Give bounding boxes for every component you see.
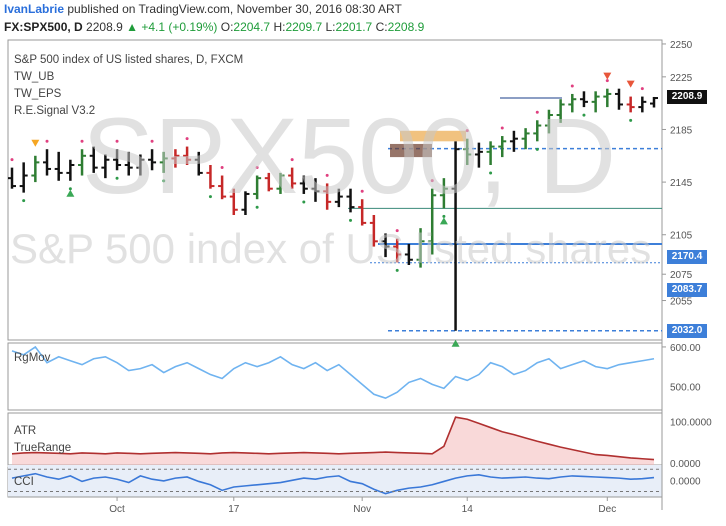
pane-frame-1 — [7, 342, 663, 411]
publish-info: published on TradingView.com, November 3… — [67, 2, 402, 16]
legend-indicator-re-signal[interactable]: R.E.Signal V3.2 — [14, 105, 96, 117]
signal-dot — [395, 229, 399, 233]
signal-dot — [360, 189, 364, 193]
down-triangle-icon — [603, 72, 612, 80]
level-tag-2170: 2170.4 — [667, 250, 707, 264]
signal-dot — [535, 147, 539, 151]
signal-dot — [115, 139, 119, 143]
signal-dot — [349, 218, 353, 222]
author-link[interactable]: IvanLabrie — [4, 2, 65, 16]
legend-indicator-tw-ub[interactable]: TW_UB — [14, 71, 55, 83]
signal-dot — [325, 173, 329, 177]
price-tick-label-5: 2075 — [670, 270, 693, 281]
signal-dot — [208, 195, 212, 199]
open-value: 2204.7 — [233, 20, 271, 34]
high-value: 2209.7 — [285, 20, 323, 34]
level-tag-2032: 2032.0 — [667, 324, 707, 338]
change-value: +4.1 (+0.19%) — [141, 20, 218, 34]
signal-dot — [10, 158, 14, 162]
rgmov-label[interactable]: RgMov — [14, 352, 51, 364]
zone-box-dark — [390, 143, 432, 158]
open-label: O: — [220, 20, 234, 34]
rgmov-tick-label-0: 600.00 — [670, 343, 701, 354]
rgmov-tick-label-1: 500.00 — [670, 382, 701, 393]
time-tick-label-4: Dec — [598, 504, 616, 515]
low-value: 2201.7 — [335, 20, 373, 34]
cci-tick-label-0: 0.0000 — [670, 476, 701, 487]
signal-dot — [500, 126, 504, 130]
low-label: L: — [325, 20, 336, 34]
time-tick-label-0: Oct — [109, 504, 125, 515]
signal-dot — [395, 268, 399, 272]
signal-dot — [80, 139, 84, 143]
signal-dot — [150, 139, 154, 143]
signal-dot — [430, 179, 434, 183]
down-triangle-icon — [626, 80, 635, 88]
signal-dot — [185, 137, 189, 141]
price-tick-label-6: 2055 — [670, 297, 693, 308]
up-triangle-icon — [66, 189, 75, 197]
last-price: 2208.9 — [86, 20, 123, 34]
signal-dot — [290, 158, 294, 162]
price-tick-label-1: 2225 — [670, 73, 693, 84]
close-value: 2208.9 — [387, 20, 425, 34]
signal-dot — [442, 214, 446, 218]
price-tick-label-0: 2250 — [670, 40, 693, 51]
signal-dot — [570, 84, 574, 88]
legend-indicator-tw-eps[interactable]: TW_EPS — [14, 88, 62, 100]
signal-dot — [535, 110, 539, 114]
zone-box-orange — [400, 130, 466, 142]
time-tick-label-3: 14 — [462, 504, 474, 515]
signal-dot — [255, 166, 259, 170]
signal-dot — [640, 87, 644, 91]
legend-title[interactable]: S&P 500 index of US listed shares, D, FX… — [14, 54, 244, 66]
watermark-symbol: SPX500, D — [82, 95, 617, 216]
cci-band — [8, 465, 662, 497]
signal-dot — [68, 187, 72, 191]
signal-dot — [302, 200, 306, 204]
atr-label[interactable]: ATR — [14, 425, 37, 437]
signal-dot — [465, 129, 469, 133]
symbol-label[interactable]: FX:SPX500, D — [4, 20, 83, 34]
rgmov-line — [11, 345, 655, 400]
level-tag-2083: 2083.7 — [667, 283, 707, 297]
high-label: H: — [273, 20, 286, 34]
up-triangle-icon: ▲ — [126, 20, 138, 34]
last-price-tag: 2208.9 — [667, 90, 707, 104]
signal-dot — [22, 199, 26, 203]
cci-line — [11, 472, 655, 495]
signal-dot — [629, 118, 633, 122]
signal-dot — [220, 166, 224, 170]
signal-dot — [115, 176, 119, 180]
watermark-name: S&P 500 index of US listed shares — [10, 225, 652, 272]
time-tick-label-1: 17 — [228, 504, 240, 515]
signal-dot — [45, 139, 49, 143]
signal-dot — [162, 179, 166, 183]
price-tick-label-4: 2105 — [670, 231, 693, 242]
up-triangle-icon — [451, 339, 460, 347]
truerange-label[interactable]: TrueRange — [14, 442, 72, 454]
atr-area — [12, 417, 654, 465]
close-label: C: — [375, 20, 388, 34]
price-tick-label-3: 2145 — [670, 178, 693, 189]
time-tick-label-2: Nov — [353, 504, 371, 515]
publish-header: IvanLabrie published on TradingView.com,… — [4, 2, 402, 16]
signal-dot — [489, 171, 493, 175]
symbol-ohlc-bar: FX:SPX500, D 2208.9 ▲ +4.1 (+0.19%) O:22… — [4, 20, 424, 34]
signal-dot — [605, 79, 609, 83]
atr-tick-label-1: 0.0000 — [670, 459, 701, 470]
price-tick-label-2: 2185 — [670, 125, 693, 136]
up-triangle-icon — [439, 217, 448, 225]
atr-line — [11, 416, 655, 461]
signal-dot — [582, 113, 586, 117]
signal-dot — [255, 205, 259, 209]
down-triangle-icon — [31, 139, 40, 147]
atr-tick-label-0: 100.0000 — [670, 417, 712, 428]
cci-label[interactable]: CCI — [14, 476, 34, 488]
